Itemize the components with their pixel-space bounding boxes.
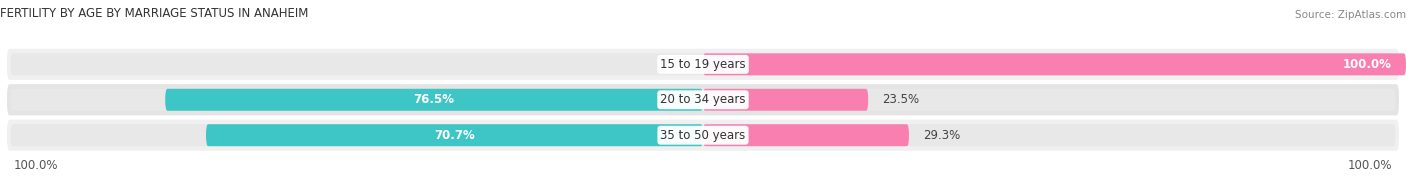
Text: 29.3%: 29.3% bbox=[924, 129, 960, 142]
Text: 76.5%: 76.5% bbox=[413, 93, 454, 106]
Text: 100.0%: 100.0% bbox=[1343, 58, 1392, 71]
FancyBboxPatch shape bbox=[703, 89, 869, 111]
FancyBboxPatch shape bbox=[703, 53, 1406, 75]
FancyBboxPatch shape bbox=[7, 120, 1399, 151]
FancyBboxPatch shape bbox=[11, 124, 1396, 146]
Text: 15 to 19 years: 15 to 19 years bbox=[661, 58, 745, 71]
Text: 100.0%: 100.0% bbox=[1347, 159, 1392, 172]
FancyBboxPatch shape bbox=[11, 89, 1396, 111]
Text: 23.5%: 23.5% bbox=[883, 93, 920, 106]
FancyBboxPatch shape bbox=[166, 89, 703, 111]
Text: 35 to 50 years: 35 to 50 years bbox=[661, 129, 745, 142]
Text: 20 to 34 years: 20 to 34 years bbox=[661, 93, 745, 106]
Text: FERTILITY BY AGE BY MARRIAGE STATUS IN ANAHEIM: FERTILITY BY AGE BY MARRIAGE STATUS IN A… bbox=[0, 7, 308, 20]
Text: 0.0%: 0.0% bbox=[659, 58, 689, 71]
FancyBboxPatch shape bbox=[7, 84, 1399, 115]
Text: 70.7%: 70.7% bbox=[434, 129, 475, 142]
Text: Source: ZipAtlas.com: Source: ZipAtlas.com bbox=[1295, 10, 1406, 20]
FancyBboxPatch shape bbox=[703, 124, 910, 146]
FancyBboxPatch shape bbox=[7, 49, 1399, 80]
FancyBboxPatch shape bbox=[11, 53, 1396, 75]
FancyBboxPatch shape bbox=[205, 124, 703, 146]
Text: 100.0%: 100.0% bbox=[14, 159, 59, 172]
